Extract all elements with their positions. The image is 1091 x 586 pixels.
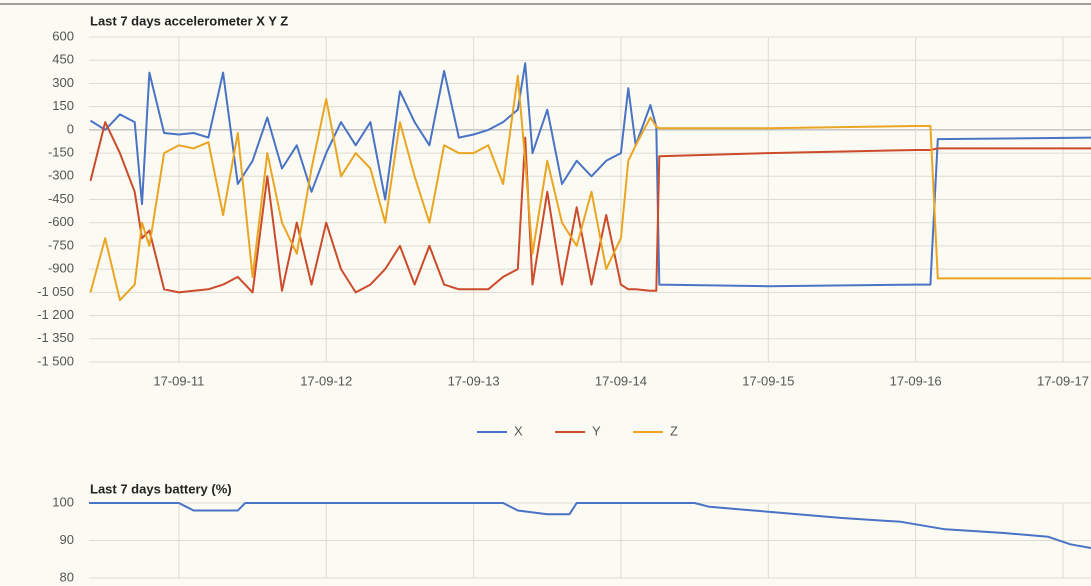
y-tick-label: 100 xyxy=(52,494,74,509)
legend-label: X xyxy=(514,423,523,438)
y-tick-label: -300 xyxy=(48,168,74,183)
y-tick-label: 150 xyxy=(52,98,74,113)
y-tick-label: -1 500 xyxy=(37,353,74,368)
y-tick-label: 90 xyxy=(60,532,74,547)
chart-title: Last 7 days battery (%) xyxy=(90,481,232,496)
x-tick-label: 17-09-11 xyxy=(153,373,204,388)
legend-label: Z xyxy=(670,423,678,438)
x-tick-label: 17-09-17 xyxy=(1037,373,1089,388)
y-tick-label: -450 xyxy=(48,191,74,206)
y-tick-label: 0 xyxy=(67,121,74,136)
x-tick-label: 17-09-12 xyxy=(300,373,352,388)
y-tick-label: 450 xyxy=(52,52,74,67)
y-tick-label: -750 xyxy=(48,237,74,252)
y-tick-label: -1 200 xyxy=(37,307,74,322)
legend-label: Y xyxy=(592,423,601,438)
y-tick-label: 600 xyxy=(52,28,74,43)
y-tick-label: -1 350 xyxy=(37,330,74,345)
x-tick-label: 17-09-14 xyxy=(595,373,647,388)
data-line xyxy=(89,502,1091,549)
x-tick-label: 17-09-15 xyxy=(742,373,794,388)
x-tick-label: 17-09-16 xyxy=(890,373,942,388)
data-line xyxy=(89,121,1091,294)
y-tick-label: 80 xyxy=(60,569,74,584)
chart-title: Last 7 days accelerometer X Y Z xyxy=(90,13,288,28)
y-tick-label: -600 xyxy=(48,214,74,229)
y-tick-label: -150 xyxy=(48,145,74,160)
y-tick-label: 300 xyxy=(52,75,74,90)
y-tick-label: -900 xyxy=(48,261,74,276)
y-tick-label: -1 050 xyxy=(37,284,74,299)
x-tick-label: 17-09-13 xyxy=(448,373,500,388)
data-line xyxy=(89,74,1091,302)
